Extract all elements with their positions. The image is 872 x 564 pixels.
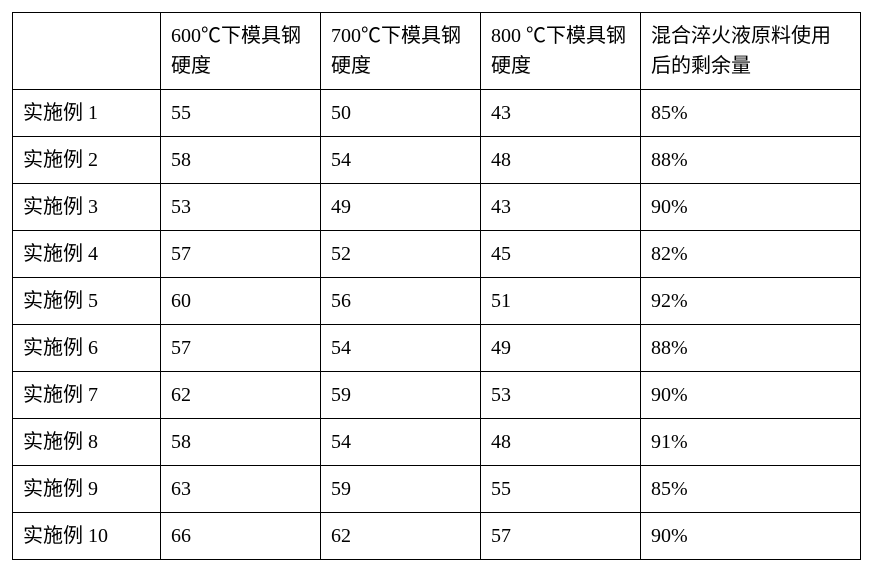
table-row: 实施例 1 55 50 43 85% (13, 90, 861, 137)
cell-800c: 48 (481, 419, 641, 466)
cell-remaining: 88% (641, 137, 861, 184)
cell-600c: 58 (161, 137, 321, 184)
table-row: 实施例 10 66 62 57 90% (13, 513, 861, 560)
row-label: 实施例 10 (13, 513, 161, 560)
cell-600c: 55 (161, 90, 321, 137)
cell-600c: 58 (161, 419, 321, 466)
row-label: 实施例 9 (13, 466, 161, 513)
cell-700c: 56 (321, 278, 481, 325)
cell-remaining: 90% (641, 513, 861, 560)
table-row: 实施例 5 60 56 51 92% (13, 278, 861, 325)
cell-remaining: 91% (641, 419, 861, 466)
row-label: 实施例 6 (13, 325, 161, 372)
cell-700c: 54 (321, 419, 481, 466)
row-label: 实施例 7 (13, 372, 161, 419)
cell-700c: 59 (321, 466, 481, 513)
cell-remaining: 82% (641, 231, 861, 278)
cell-remaining: 90% (641, 372, 861, 419)
cell-remaining: 85% (641, 466, 861, 513)
row-label: 实施例 8 (13, 419, 161, 466)
cell-600c: 62 (161, 372, 321, 419)
row-label: 实施例 5 (13, 278, 161, 325)
cell-800c: 49 (481, 325, 641, 372)
cell-600c: 57 (161, 325, 321, 372)
table-row: 实施例 3 53 49 43 90% (13, 184, 861, 231)
cell-700c: 59 (321, 372, 481, 419)
table-body: 600℃下模具钢硬度 700℃下模具钢硬度 800 ℃下模具钢硬度 混合淬火液原… (13, 13, 861, 560)
table-header-row: 600℃下模具钢硬度 700℃下模具钢硬度 800 ℃下模具钢硬度 混合淬火液原… (13, 13, 861, 90)
header-cell-800c: 800 ℃下模具钢硬度 (481, 13, 641, 90)
table-row: 实施例 8 58 54 48 91% (13, 419, 861, 466)
row-label: 实施例 1 (13, 90, 161, 137)
table-row: 实施例 4 57 52 45 82% (13, 231, 861, 278)
row-label: 实施例 4 (13, 231, 161, 278)
row-label: 实施例 2 (13, 137, 161, 184)
cell-600c: 66 (161, 513, 321, 560)
cell-800c: 43 (481, 90, 641, 137)
cell-700c: 52 (321, 231, 481, 278)
cell-800c: 55 (481, 466, 641, 513)
cell-800c: 48 (481, 137, 641, 184)
row-label: 实施例 3 (13, 184, 161, 231)
cell-700c: 62 (321, 513, 481, 560)
cell-remaining: 88% (641, 325, 861, 372)
hardness-table: 600℃下模具钢硬度 700℃下模具钢硬度 800 ℃下模具钢硬度 混合淬火液原… (12, 12, 861, 560)
table-row: 实施例 2 58 54 48 88% (13, 137, 861, 184)
cell-800c: 51 (481, 278, 641, 325)
cell-remaining: 92% (641, 278, 861, 325)
header-cell-blank (13, 13, 161, 90)
cell-remaining: 85% (641, 90, 861, 137)
cell-700c: 50 (321, 90, 481, 137)
header-cell-700c: 700℃下模具钢硬度 (321, 13, 481, 90)
cell-600c: 53 (161, 184, 321, 231)
table-row: 实施例 9 63 59 55 85% (13, 466, 861, 513)
table-row: 实施例 7 62 59 53 90% (13, 372, 861, 419)
cell-800c: 57 (481, 513, 641, 560)
cell-600c: 60 (161, 278, 321, 325)
cell-700c: 54 (321, 137, 481, 184)
cell-800c: 45 (481, 231, 641, 278)
cell-700c: 54 (321, 325, 481, 372)
cell-remaining: 90% (641, 184, 861, 231)
cell-800c: 53 (481, 372, 641, 419)
cell-700c: 49 (321, 184, 481, 231)
header-cell-remaining: 混合淬火液原料使用后的剩余量 (641, 13, 861, 90)
header-cell-600c: 600℃下模具钢硬度 (161, 13, 321, 90)
cell-800c: 43 (481, 184, 641, 231)
cell-600c: 63 (161, 466, 321, 513)
table-row: 实施例 6 57 54 49 88% (13, 325, 861, 372)
cell-600c: 57 (161, 231, 321, 278)
